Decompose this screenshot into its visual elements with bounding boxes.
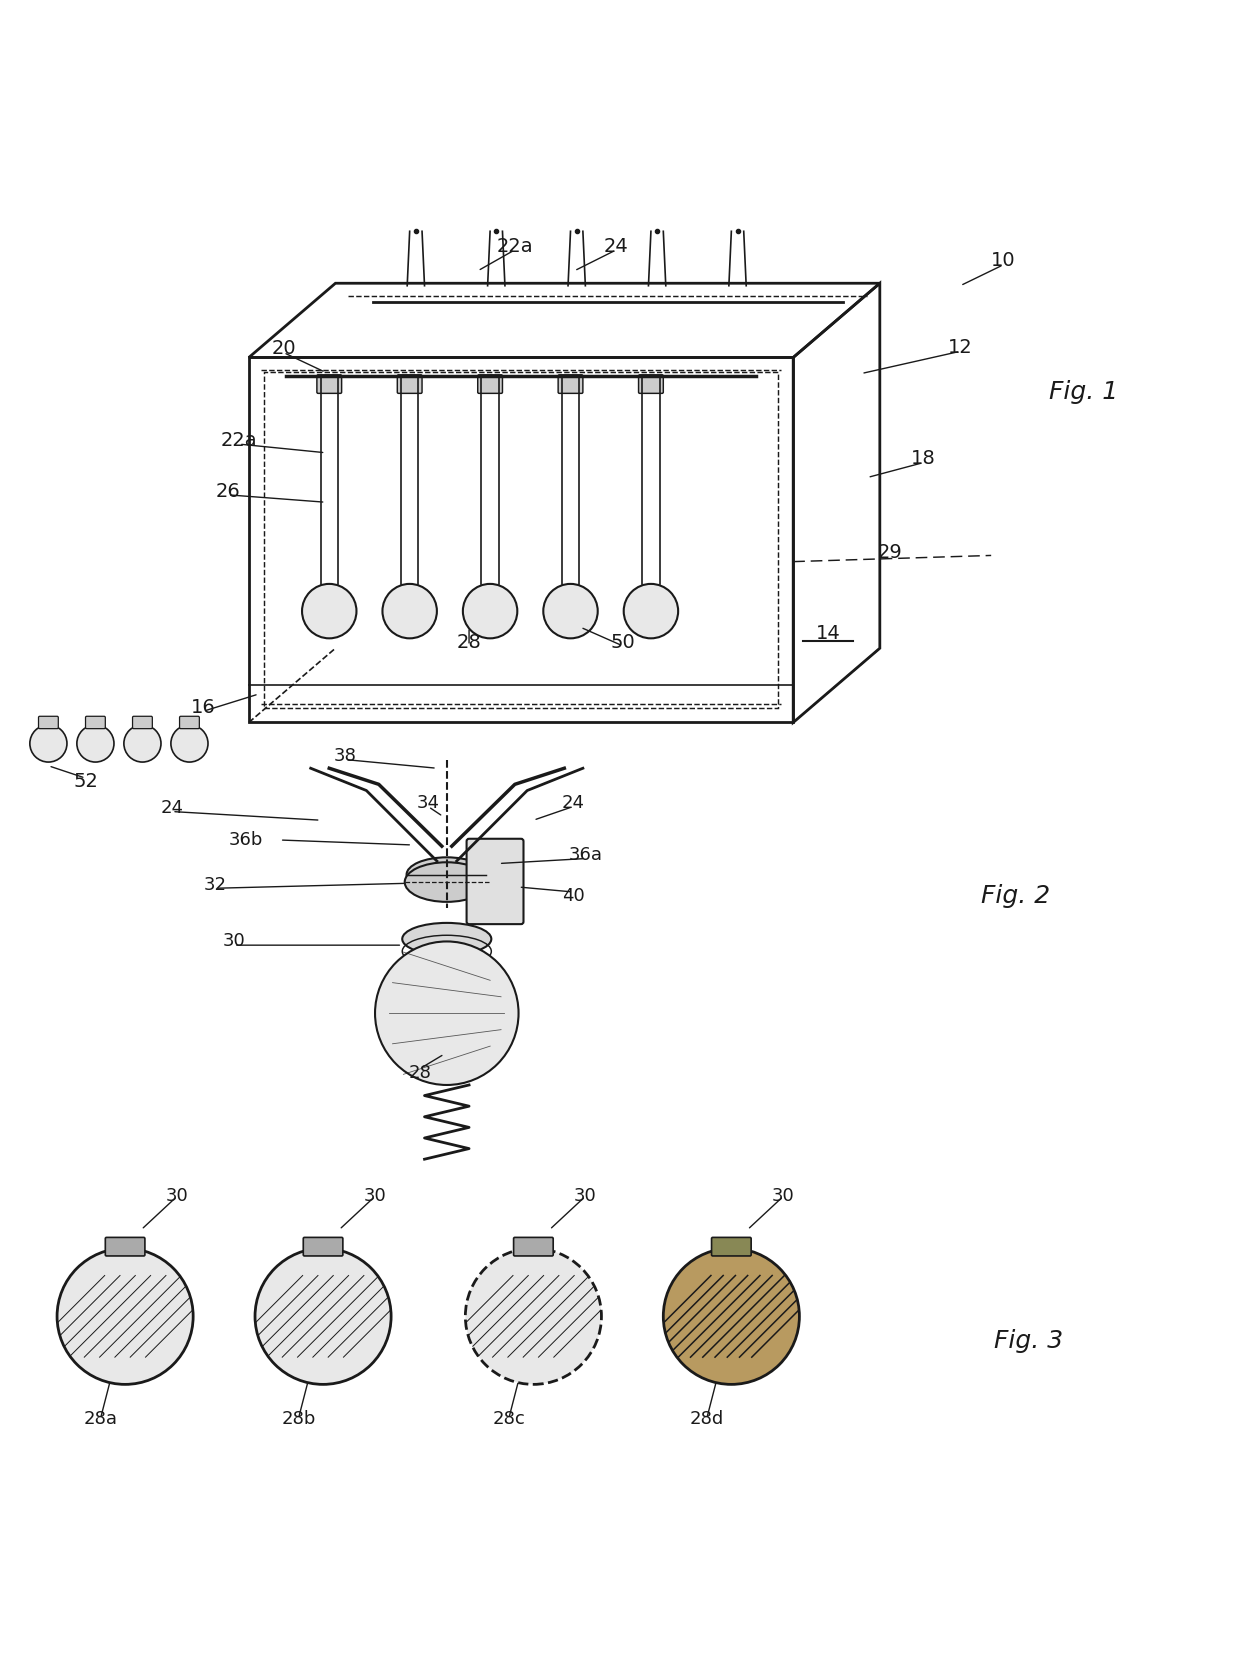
FancyBboxPatch shape: [712, 1238, 751, 1257]
Text: 22a: 22a: [221, 430, 257, 450]
Text: 30: 30: [574, 1188, 596, 1205]
Text: 30: 30: [773, 1188, 795, 1205]
Circle shape: [463, 585, 517, 638]
FancyBboxPatch shape: [86, 716, 105, 729]
Circle shape: [663, 1248, 800, 1384]
Text: 24: 24: [604, 237, 629, 255]
Circle shape: [624, 585, 678, 638]
Text: 26: 26: [216, 482, 241, 501]
Circle shape: [374, 941, 518, 1085]
Circle shape: [543, 585, 598, 638]
Text: 28c: 28c: [492, 1410, 525, 1428]
Text: 14: 14: [816, 623, 841, 643]
Text: 28b: 28b: [281, 1410, 315, 1428]
Circle shape: [255, 1248, 391, 1384]
Text: 36a: 36a: [568, 845, 603, 864]
Circle shape: [77, 726, 114, 763]
Ellipse shape: [404, 862, 489, 902]
Circle shape: [465, 1248, 601, 1384]
FancyBboxPatch shape: [397, 375, 422, 393]
Text: Fig. 3: Fig. 3: [993, 1329, 1063, 1352]
Text: 10: 10: [991, 252, 1016, 270]
Circle shape: [303, 585, 356, 638]
Text: 24: 24: [562, 795, 584, 811]
Text: 12: 12: [947, 338, 972, 358]
Text: 34: 34: [417, 795, 440, 811]
FancyBboxPatch shape: [317, 375, 342, 393]
FancyBboxPatch shape: [133, 716, 153, 729]
Ellipse shape: [407, 857, 487, 892]
FancyBboxPatch shape: [38, 716, 58, 729]
Text: 18: 18: [910, 450, 935, 469]
Text: 30: 30: [166, 1188, 188, 1205]
Circle shape: [171, 726, 208, 763]
Circle shape: [382, 585, 436, 638]
Text: 24: 24: [161, 798, 184, 816]
Text: 40: 40: [562, 887, 584, 904]
FancyBboxPatch shape: [477, 375, 502, 393]
Text: 36b: 36b: [229, 832, 264, 848]
FancyBboxPatch shape: [466, 838, 523, 924]
Text: 28a: 28a: [83, 1410, 118, 1428]
Text: 29: 29: [878, 543, 901, 563]
Text: Fig. 1: Fig. 1: [1049, 380, 1118, 405]
Text: 28: 28: [456, 633, 481, 652]
Text: 30: 30: [363, 1188, 387, 1205]
Circle shape: [57, 1248, 193, 1384]
Circle shape: [124, 726, 161, 763]
FancyBboxPatch shape: [105, 1238, 145, 1257]
FancyBboxPatch shape: [513, 1238, 553, 1257]
FancyBboxPatch shape: [558, 375, 583, 393]
Text: 52: 52: [73, 773, 98, 791]
Text: 38: 38: [334, 748, 357, 764]
Text: Fig. 2: Fig. 2: [981, 884, 1050, 907]
Circle shape: [30, 726, 67, 763]
Text: 30: 30: [223, 932, 246, 951]
FancyBboxPatch shape: [639, 375, 663, 393]
FancyBboxPatch shape: [304, 1238, 343, 1257]
Text: 50: 50: [610, 633, 635, 652]
Text: 32: 32: [203, 875, 227, 894]
Text: 16: 16: [191, 699, 216, 717]
Text: 20: 20: [272, 339, 296, 358]
Text: 28: 28: [408, 1063, 432, 1082]
Text: 22a: 22a: [496, 237, 533, 255]
Ellipse shape: [402, 922, 491, 954]
Text: 28d: 28d: [689, 1410, 724, 1428]
FancyBboxPatch shape: [180, 716, 200, 729]
